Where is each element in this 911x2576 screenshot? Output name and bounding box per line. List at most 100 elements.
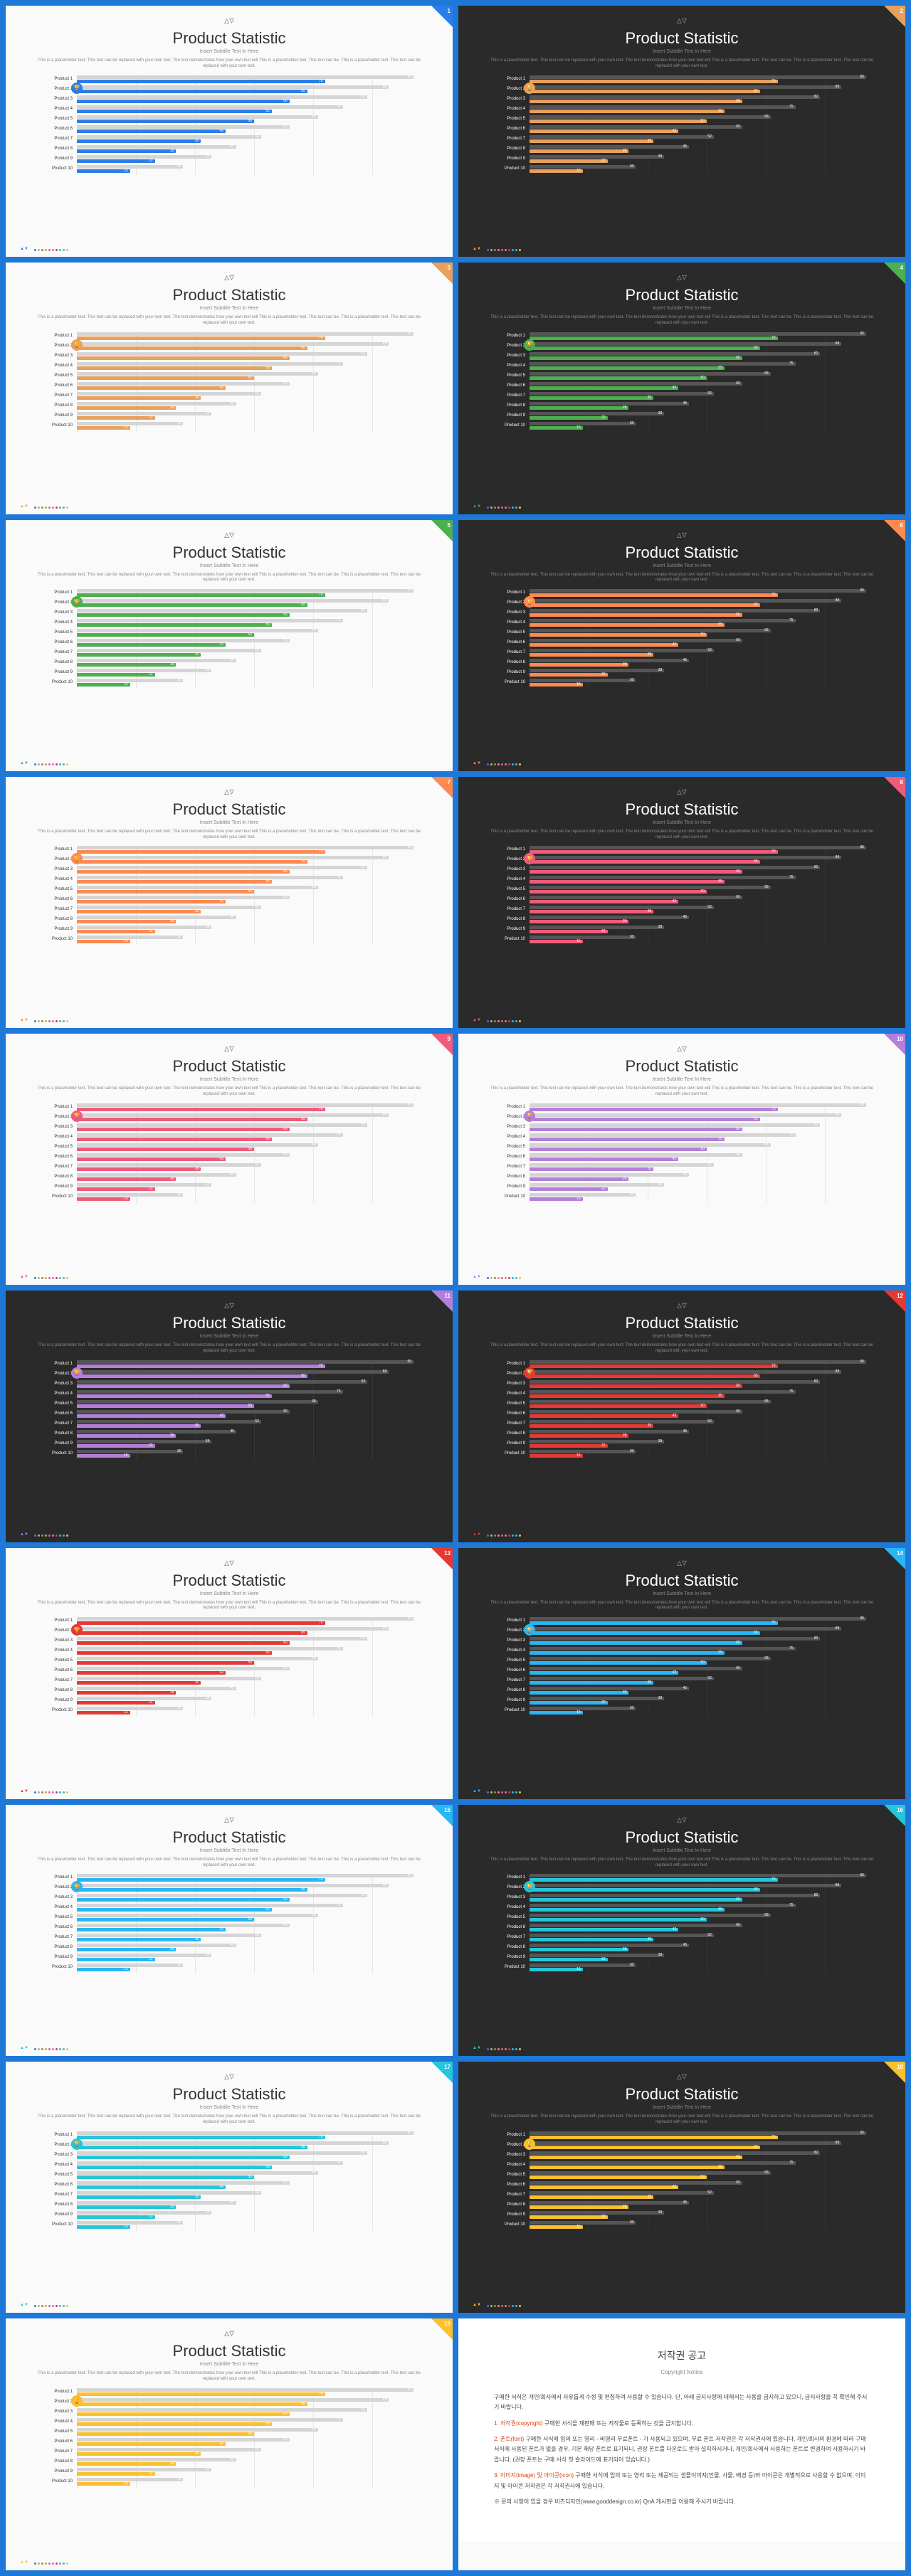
product-label: Product 4: [27, 1390, 77, 1398]
color-dot: [508, 249, 510, 251]
slide-description: This is a placeholder text. This text ca…: [487, 1601, 877, 1612]
color-dot: [515, 1020, 517, 1022]
bar-value: 15: [576, 169, 581, 173]
foreground-bar: 42: [77, 1928, 226, 1931]
slide-title: Product Statistic: [6, 1314, 453, 1332]
palette-dots: [34, 2048, 68, 2050]
color-dot: [56, 2562, 58, 2565]
bar-value: 82: [814, 95, 818, 99]
product-label: Product 6: [480, 382, 530, 390]
bar-value: 60: [736, 99, 740, 103]
color-dot: [494, 1020, 496, 1022]
bar-row: 6850: [530, 372, 884, 380]
bar-value: 75: [337, 2417, 341, 2422]
product-label: Product 9: [480, 1183, 530, 1191]
color-dot: [34, 1791, 36, 1793]
foreground-bar: 55: [530, 623, 725, 627]
bar-value: 30: [630, 1963, 634, 1967]
product-label: Product 8: [27, 145, 77, 153]
bar-value: 45: [231, 401, 235, 406]
product-label: Product 1: [27, 332, 77, 340]
bar-value: 28: [623, 149, 627, 153]
color-dot: [66, 2562, 68, 2565]
foreground-bar: 15: [530, 1711, 583, 1714]
footer-logo: ▲▼: [20, 2046, 28, 2050]
background-bar: 82: [77, 2408, 367, 2412]
foreground-bar: 70: [530, 336, 778, 340]
bar-value: 22: [149, 415, 153, 420]
color-dot: [497, 507, 500, 509]
bar-value: 75: [337, 618, 341, 622]
bar-row: 7555: [530, 2161, 884, 2169]
bar-value: 22: [149, 159, 153, 163]
bar-value: 68: [312, 1143, 316, 1147]
bar-row: 4528: [77, 2458, 431, 2466]
product-label: Product 8: [480, 2201, 530, 2209]
bar-value: 95: [860, 332, 865, 336]
slide-title: Product Statistic: [6, 29, 453, 48]
foreground-bar: 28: [530, 1691, 628, 1695]
bar-value: 95: [408, 2387, 412, 2392]
slide-number: 3: [448, 265, 451, 271]
bar-value: 50: [700, 889, 705, 894]
color-dot: [505, 1535, 507, 1537]
bar-value: 35: [648, 1424, 652, 1428]
product-label: Product 9: [27, 926, 77, 933]
bar-value: 38: [206, 2467, 210, 2471]
color-dot: [501, 249, 503, 251]
product-label: Product 10: [480, 679, 530, 687]
product-label: Product 2: [480, 1884, 530, 1892]
foreground-bar: 22: [77, 1958, 155, 1961]
bar-row: 3822: [530, 1954, 884, 1961]
background-bar: 30: [530, 935, 636, 939]
slide: 7▵▿Product StatisticInsert Subtitle Text…: [6, 777, 453, 1028]
foreground-bar: 65: [530, 1631, 760, 1635]
foreground-bar: 70: [77, 1621, 325, 1625]
background-bar: 60: [530, 896, 742, 899]
color-dot: [52, 1020, 54, 1022]
product-label: Product 8: [480, 1944, 530, 1951]
background-bar: 82: [77, 609, 367, 613]
logo-icon: ▵▿: [6, 520, 453, 541]
color-dot: [490, 1791, 493, 1793]
product-label: Product 3: [480, 866, 530, 874]
bar-value: 22: [601, 1187, 606, 1191]
product-label: Product 4: [480, 619, 530, 627]
background-bar: 30: [530, 1963, 636, 1967]
product-label: Product 1: [27, 589, 77, 597]
background-bar: 68: [77, 1657, 318, 1660]
color-dot: [508, 1277, 510, 1279]
bar-row: 6042: [77, 1667, 431, 1675]
background-bar: 68: [530, 2171, 771, 2175]
product-label: Product 8: [480, 1687, 530, 1695]
chart-bars: 95708865🏆8260755568506042523545283822301…: [530, 1617, 884, 1717]
bar-row: 4528: [530, 402, 884, 410]
product-label: Product 2: [27, 1627, 77, 1635]
product-label: Product 2: [27, 85, 77, 93]
bar-value: 38: [206, 1182, 210, 1187]
color-dot: [505, 249, 507, 251]
bar-value: 28: [623, 2205, 627, 2209]
bar-row: 3822: [77, 669, 431, 677]
product-label: Product 5: [27, 886, 77, 894]
bar-row: 4528: [77, 1687, 431, 1695]
foreground-bar: 50: [530, 890, 707, 894]
trophy-icon: 🏆: [71, 339, 83, 351]
bar-value: 65: [301, 2145, 305, 2149]
foreground-bar: 28: [77, 1434, 176, 1438]
foreground-bar: 65: [77, 1888, 307, 1892]
bar-value: 55: [718, 366, 722, 370]
bar-chart: Product 1Product 2Product 3Product 4Prod…: [6, 1874, 453, 1973]
product-label: Product 3: [480, 2151, 530, 2159]
bar-value: 45: [231, 915, 235, 919]
foreground-bar: 42: [77, 2185, 226, 2189]
slide-number: 15: [444, 1807, 451, 1813]
bar-value: 70: [772, 1364, 776, 1368]
bar-chart: Product 1Product 2Product 3Product 4Prod…: [6, 2388, 453, 2488]
background-bar: 68: [530, 629, 771, 632]
product-label: Product 1: [27, 1874, 77, 1882]
bar-value: 88: [383, 341, 387, 346]
color-dot: [38, 2305, 40, 2307]
bar-value: 50: [700, 1660, 705, 1665]
background-bar: 88: [530, 599, 841, 603]
